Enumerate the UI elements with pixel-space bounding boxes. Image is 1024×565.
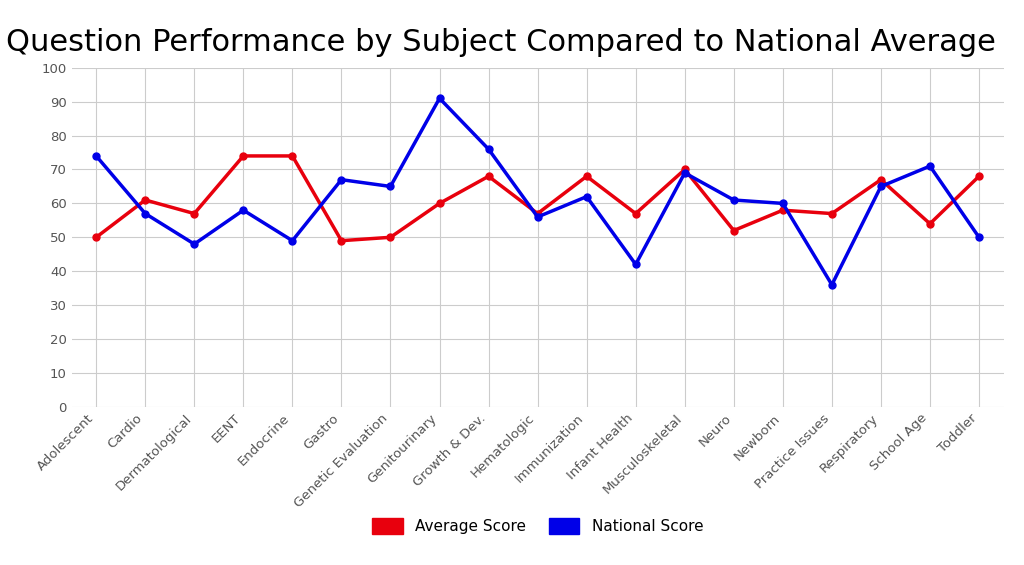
Legend: Average Score, National Score: Average Score, National Score (365, 510, 711, 541)
Text: Question Performance by Subject Compared to National Average: Question Performance by Subject Compared… (6, 28, 996, 57)
